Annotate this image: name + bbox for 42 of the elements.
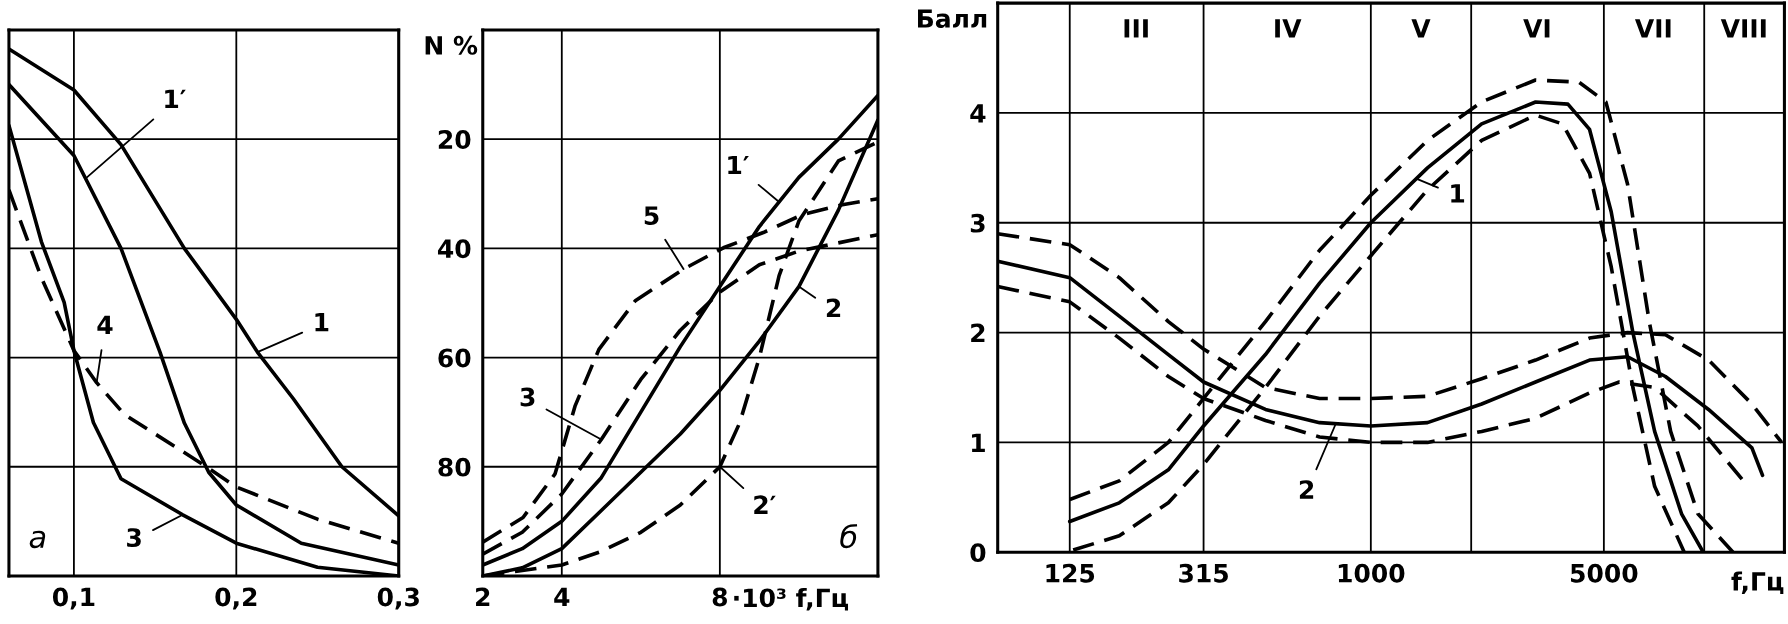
x-tick-label: 0,2	[215, 587, 257, 610]
annotation: 3	[520, 387, 535, 407]
x-axis-title: f,Гц	[1731, 571, 1784, 595]
annotation: VII	[1634, 19, 1671, 38]
annotation: IV	[1275, 19, 1302, 38]
y-tick-label: 80	[438, 457, 471, 477]
annotation: 1	[315, 312, 329, 332]
annotation: 2′	[754, 495, 776, 514]
annotation: 2	[826, 298, 841, 318]
y-tick-label: 40	[437, 239, 471, 259]
annotation: 3	[127, 528, 141, 548]
y-tick-label: 0	[970, 543, 986, 563]
y-tick-label: 60	[438, 348, 471, 368]
x-tick-label: 0,1	[52, 587, 95, 610]
y-tick-label: 2	[971, 323, 985, 343]
y-axis-title: Балл	[918, 9, 987, 28]
annotation: 1	[1451, 184, 1465, 203]
annotation: а	[29, 530, 46, 549]
annotation: VI	[1523, 19, 1550, 38]
x-tick-label: 1000	[1338, 563, 1405, 583]
annotation: б	[840, 524, 858, 549]
x-tick-label: 5000	[1571, 563, 1638, 583]
y-tick-label: 3	[970, 213, 985, 233]
y-tick-label: 20	[438, 130, 471, 150]
x-tick-label: 8	[712, 587, 727, 607]
x-tick-label: 315	[1179, 563, 1228, 583]
annotation: V	[1411, 19, 1431, 38]
annotation: 5	[644, 206, 659, 225]
x-tick-label: 125	[1046, 563, 1095, 583]
annotation: 2	[1299, 480, 1314, 499]
x-tick-label: 4	[554, 587, 570, 607]
x-tick-label: 2	[476, 587, 490, 607]
y-tick-label: 1	[972, 433, 985, 452]
annotation: 1′	[165, 89, 186, 108]
annotation: VIII	[1720, 19, 1766, 38]
x-axis-title: ·10³ f,Гц	[734, 587, 849, 611]
annotation: 4	[97, 315, 113, 335]
x-tick-label: 0,3	[377, 587, 419, 610]
y-axis-title: N %	[425, 35, 478, 55]
y-tick-label: 4	[970, 104, 986, 123]
annotation: III	[1124, 19, 1148, 38]
annotation: 1′	[728, 155, 749, 175]
